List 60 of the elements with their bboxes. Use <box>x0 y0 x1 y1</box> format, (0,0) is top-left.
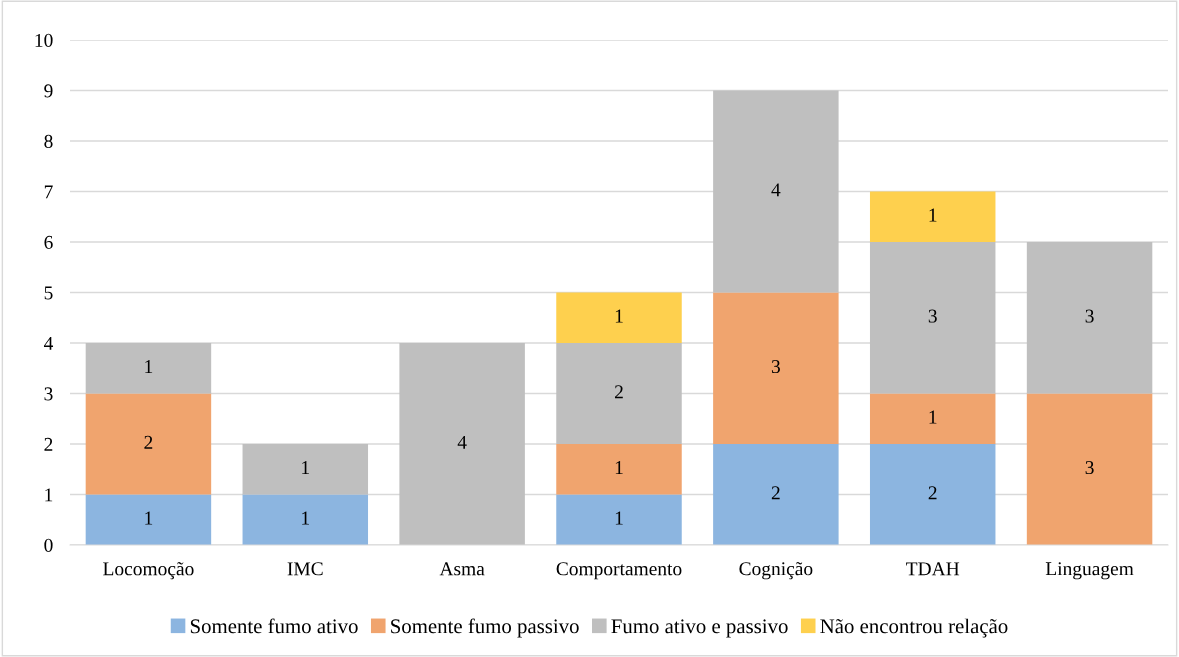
y-tick-label: 1 <box>45 488 53 502</box>
data-label: 2 <box>771 486 780 500</box>
x-tick-label: Cognição <box>739 562 813 580</box>
data-label: 4 <box>457 435 467 449</box>
bar <box>1026 242 1153 394</box>
data-label: 1 <box>615 309 623 323</box>
x-tick-label: Locomoção <box>103 562 194 580</box>
bar <box>713 444 839 545</box>
x-tick-label: Linguagem <box>1045 562 1134 580</box>
data-label: 1 <box>615 511 623 525</box>
bar <box>85 343 212 394</box>
y-tick-label: 3 <box>44 387 53 401</box>
x-tick-label: TDAH <box>906 562 960 576</box>
y-tick-label: 7 <box>44 185 53 199</box>
bar <box>242 494 369 545</box>
x-tick-label: IMC <box>287 562 323 576</box>
bar <box>85 494 212 545</box>
data-label: 3 <box>928 309 937 323</box>
bar <box>85 393 212 495</box>
data-label: 2 <box>144 435 153 449</box>
y-tick-label: 2 <box>44 437 53 451</box>
data-label: 2 <box>614 385 623 399</box>
bar <box>1026 393 1153 545</box>
legend-label: Somente fumo ativo <box>190 618 358 634</box>
data-label: 3 <box>1085 461 1094 475</box>
y-tick-label: 4 <box>43 336 54 350</box>
data-label: 1 <box>929 410 937 424</box>
data-label: 1 <box>929 208 937 222</box>
bar <box>869 191 996 242</box>
data-label: 3 <box>1085 309 1094 323</box>
bar <box>713 292 839 444</box>
y-tick-label: 10 <box>35 33 53 47</box>
bar <box>869 393 996 444</box>
y-tick-label: 9 <box>44 84 53 98</box>
legend-label: Somente fumo passivo <box>391 618 579 638</box>
data-label: 2 <box>928 486 937 500</box>
y-tick-label: 6 <box>44 235 53 249</box>
data-label: 1 <box>615 461 623 474</box>
legend-label: Fumo ativo e passivo <box>611 619 788 638</box>
bar <box>869 444 996 545</box>
data-label: 1 <box>302 461 309 474</box>
data-label: 3 <box>771 360 780 374</box>
legend-label: Não encontrou relação <box>820 618 1008 638</box>
bar <box>556 494 682 545</box>
bar <box>399 343 525 545</box>
bar <box>556 444 682 495</box>
x-tick-label: Comportamento <box>556 562 682 580</box>
y-tick-label: 5 <box>44 286 53 300</box>
y-tick-label: 8 <box>44 134 53 148</box>
data-label: 1 <box>302 511 309 525</box>
bar <box>869 242 996 394</box>
bar <box>556 292 682 343</box>
bar <box>556 343 682 444</box>
bar <box>713 90 839 293</box>
x-tick-label: Asma <box>439 562 485 576</box>
bar <box>242 444 369 495</box>
data-label: 1 <box>145 360 153 373</box>
data-label: 4 <box>771 183 781 197</box>
data-label: 1 <box>145 511 153 525</box>
y-tick-label: 0 <box>44 538 53 552</box>
